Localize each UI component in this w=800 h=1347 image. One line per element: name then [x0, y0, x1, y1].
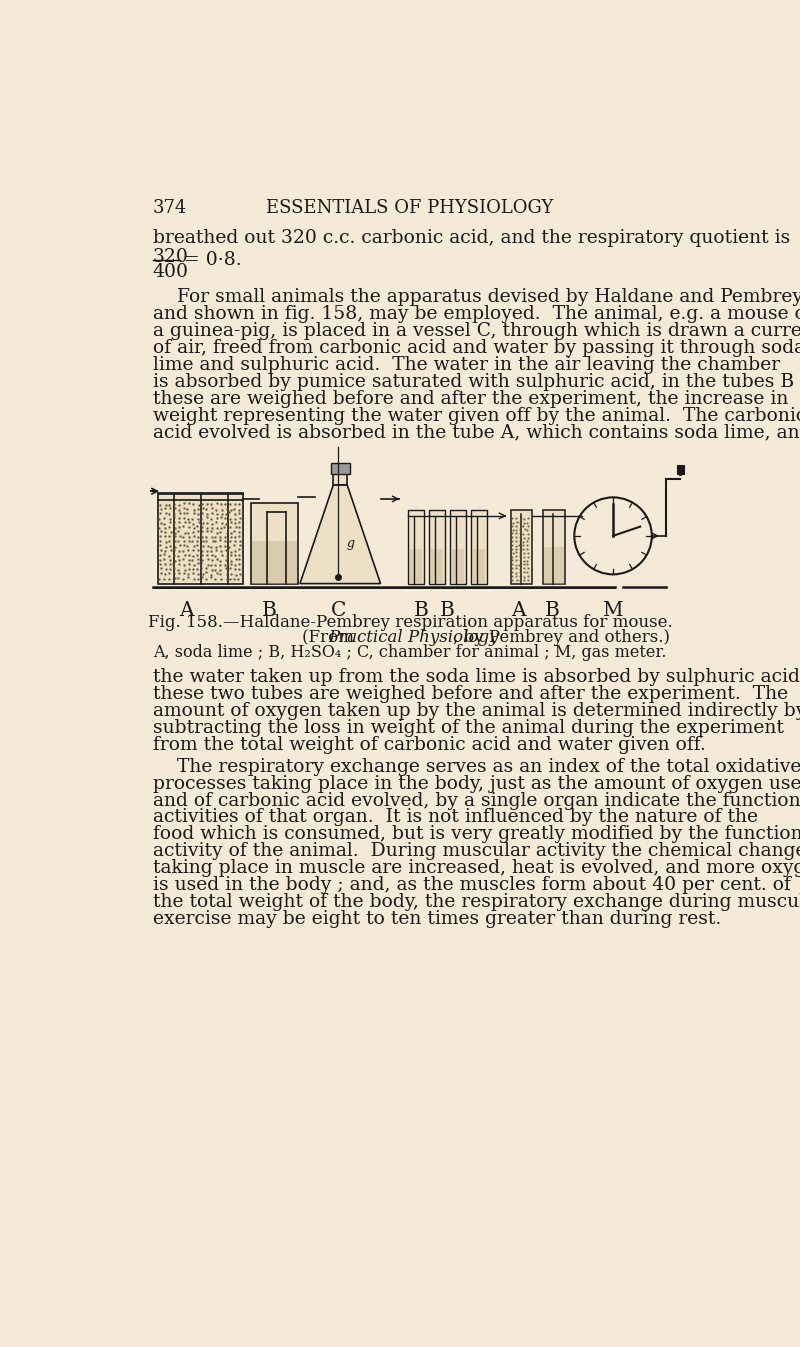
Text: breathed out 320 c.c. carbonic acid, and the respiratory quotient is: breathed out 320 c.c. carbonic acid, and… [153, 229, 790, 248]
Text: and shown in fig. 158, may be employed.  The animal, e.g. a mouse or: and shown in fig. 158, may be employed. … [153, 304, 800, 323]
Bar [334, 466, 347, 485]
Text: = 0·8.: = 0·8. [184, 251, 242, 269]
Bar [430, 550, 443, 583]
Text: weight representing the water given off by the animal.  The carbonic: weight representing the water given off … [153, 407, 800, 424]
Bar [331, 463, 350, 474]
Text: processes taking place in the body, just as the amount of oxygen used,: processes taking place in the body, just… [153, 775, 800, 792]
Text: Practical Physiology: Practical Physiology [329, 629, 499, 647]
Text: g: g [346, 537, 354, 551]
Text: activity of the animal.  During muscular activity the chemical changes: activity of the animal. During muscular … [153, 842, 800, 861]
Text: is used in the body ; and, as the muscles form about 40 per cent. of: is used in the body ; and, as the muscle… [153, 876, 790, 894]
Text: food which is consumed, but is very greatly modified by the functional: food which is consumed, but is very grea… [153, 826, 800, 843]
Text: For small animals the apparatus devised by Haldane and Pembrey,: For small animals the apparatus devised … [153, 288, 800, 306]
Bar [450, 511, 466, 583]
Bar [678, 465, 683, 474]
Text: subtracting the loss in weight of the animal during the experiment: subtracting the loss in weight of the an… [153, 719, 783, 737]
Bar [251, 502, 298, 583]
Text: a guinea-pig, is placed in a vessel C, through which is drawn a current: a guinea-pig, is placed in a vessel C, t… [153, 322, 800, 339]
Text: (From: (From [302, 629, 358, 647]
Text: B: B [440, 601, 454, 620]
Text: the water taken up from the soda lime is absorbed by sulphuric acid ;: the water taken up from the soda lime is… [153, 668, 800, 687]
Text: from the total weight of carbonic acid and water given off.: from the total weight of carbonic acid a… [153, 735, 706, 754]
Text: of air, freed from carbonic acid and water by passing it through soda: of air, freed from carbonic acid and wat… [153, 338, 800, 357]
Bar [471, 511, 486, 583]
Bar [430, 511, 445, 583]
Text: amount of oxygen taken up by the animal is determined indirectly by: amount of oxygen taken up by the animal … [153, 702, 800, 721]
Polygon shape [300, 485, 381, 583]
Text: these are weighed before and after the experiment, the increase in: these are weighed before and after the e… [153, 389, 788, 408]
Bar [544, 547, 564, 583]
Text: 374: 374 [153, 198, 187, 217]
Text: exercise may be eight to ten times greater than during rest.: exercise may be eight to ten times great… [153, 911, 721, 928]
Text: A: A [511, 601, 526, 620]
Text: Fig. 158.—Haldane-Pembrey respiration apparatus for mouse.: Fig. 158.—Haldane-Pembrey respiration ap… [148, 614, 672, 632]
Bar [451, 550, 464, 583]
Text: B: B [544, 601, 559, 620]
Text: C: C [331, 601, 346, 620]
Text: taking place in muscle are increased, heat is evolved, and more oxygen: taking place in muscle are increased, he… [153, 859, 800, 877]
Text: is absorbed by pumice saturated with sulphuric acid, in the tubes B B;: is absorbed by pumice saturated with sul… [153, 373, 800, 391]
Bar [543, 511, 565, 583]
Text: 320: 320 [153, 248, 189, 265]
Text: and of carbonic acid evolved, by a single organ indicate the functional: and of carbonic acid evolved, by a singl… [153, 792, 800, 810]
Text: A, soda lime ; B, H₂SO₄ ; C, chamber for animal ; M, gas meter.: A, soda lime ; B, H₂SO₄ ; C, chamber for… [154, 644, 666, 660]
Text: activities of that organ.  It is not influenced by the nature of the: activities of that organ. It is not infl… [153, 808, 758, 827]
Text: these two tubes are weighed before and after the experiment.  The: these two tubes are weighed before and a… [153, 686, 788, 703]
Text: B: B [262, 601, 276, 620]
Bar [158, 493, 243, 583]
Text: ESSENTIALS OF PHYSIOLOGY: ESSENTIALS OF PHYSIOLOGY [266, 198, 554, 217]
Text: M: M [602, 601, 623, 620]
Text: , by Pembrey and others.): , by Pembrey and others.) [453, 629, 670, 647]
Bar [410, 550, 422, 583]
Text: the total weight of the body, the respiratory exchange during muscular: the total weight of the body, the respir… [153, 893, 800, 911]
Text: lime and sulphuric acid.  The water in the air leaving the chamber: lime and sulphuric acid. The water in th… [153, 356, 780, 373]
Text: acid evolved is absorbed in the tube A, which contains soda lime, and: acid evolved is absorbed in the tube A, … [153, 423, 800, 442]
Text: A: A [179, 601, 194, 620]
Bar [409, 511, 424, 583]
Text: B: B [414, 601, 429, 620]
Text: The respiratory exchange serves as an index of the total oxidative: The respiratory exchange serves as an in… [153, 757, 800, 776]
Bar [252, 541, 297, 583]
Text: 400: 400 [153, 263, 189, 280]
Bar [472, 550, 485, 583]
Bar [510, 511, 533, 583]
